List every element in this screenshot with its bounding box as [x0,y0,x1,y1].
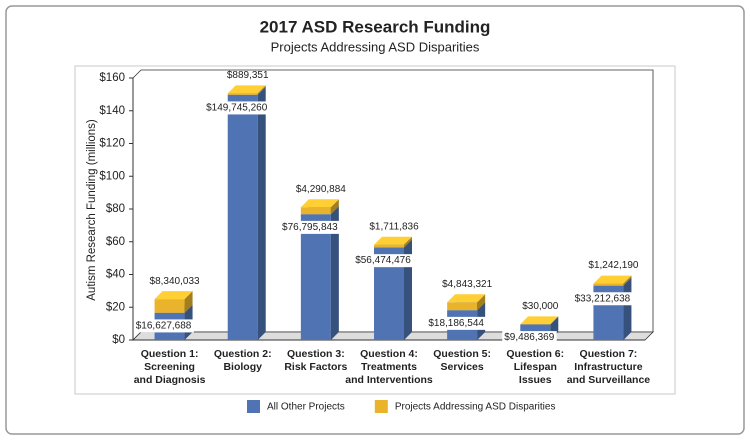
legend-swatch [247,400,260,413]
chart-title: 2017 ASD Research Funding [260,17,491,36]
value-label-bg [502,331,557,345]
bar-segment [227,86,266,340]
y-tick-label: $140 [99,105,125,117]
value-label: $4,843,321 [442,279,492,290]
bar-segment [300,199,339,215]
x-tick-label: Question 6: Lifespan Issues [506,348,564,386]
value-label: $76,795,843 [282,222,338,233]
bar-front [227,94,258,340]
bar-segment [447,294,486,311]
bar-side [623,277,632,340]
bar-side [330,206,339,340]
y-tick-label: $20 [106,301,125,313]
value-label: $33,212,638 [575,293,631,304]
bar-top [227,85,266,94]
x-tick-label: Question 3: Risk Factors [284,348,347,373]
y-tick-label: $40 [106,269,125,281]
bar-front [447,302,478,311]
y-tick-label: $100 [99,170,125,182]
bar-side [184,291,193,313]
bar-top [520,316,559,325]
value-label: $149,745,260 [206,102,268,113]
bar-side [550,316,559,325]
value-label: $1,242,190 [588,260,638,271]
value-label: $9,486,369 [504,332,554,343]
bar-segment [300,206,339,340]
bar-segment [593,275,632,286]
plot-frame [74,65,676,395]
bar-front [593,283,624,286]
bar-top [374,236,412,245]
bar-front [374,244,404,248]
y-tick-label: $0 [112,334,125,346]
value-label-bg [572,292,633,306]
x-tick-label: Question 4: Treatments and Interventions [345,348,433,386]
legend-label: All Other Projects [267,402,345,413]
bar-side [623,275,632,286]
bar-side [257,85,266,95]
value-label: $8,340,033 [150,276,200,287]
x-tick-label: Question 2: Biology [214,348,272,373]
value-label: $1,711,836 [369,221,419,232]
value-label-bg [426,316,487,330]
value-label: $16,627,688 [136,320,192,331]
chart-subtitle: Projects Addressing ASD Disparities [271,39,480,54]
y-tick-label: $80 [106,203,125,215]
x-tick-label: Question 7: Infrastructure and Surveillanc… [567,348,651,386]
bar-top [447,294,486,303]
bar-segment [227,85,266,95]
value-label: $4,290,884 [296,184,346,195]
bar-segment [154,291,193,313]
x-tick-label: Question 1: Screening and Diagnosis [134,348,206,386]
bar-segment [593,277,632,340]
bar-top [154,291,193,300]
bar-side [477,294,486,311]
bar-segment [520,316,559,325]
value-label-bg [133,319,194,333]
x-tick-label: Question 5: Services [433,348,491,373]
bar-top [593,275,632,284]
bar-side [404,236,412,248]
value-label: $18,186,544 [428,318,484,329]
value-label: $889,351 [227,70,269,81]
value-label-bg [204,101,270,115]
bar-front [154,299,185,313]
value-label-bg [280,220,341,234]
value-label-bg [353,254,414,268]
bar-side [257,86,266,340]
y-tick-label: $160 [99,72,125,84]
bar-segment [374,236,412,248]
value-label: $56,474,476 [355,255,411,266]
value-label: $30,000 [522,301,559,312]
y-tick-label: $60 [106,236,125,248]
bar-side [330,199,339,215]
bar-front [227,93,258,95]
y-tick-label: $120 [99,138,125,150]
bar-front [300,207,331,215]
legend-label: Projects Addressing ASD Disparities [395,402,556,413]
legend-swatch [374,400,388,413]
bar-top [300,199,339,208]
bar-front [300,214,331,340]
y-axis-label: Autism Research Funding (millions) [86,119,98,301]
